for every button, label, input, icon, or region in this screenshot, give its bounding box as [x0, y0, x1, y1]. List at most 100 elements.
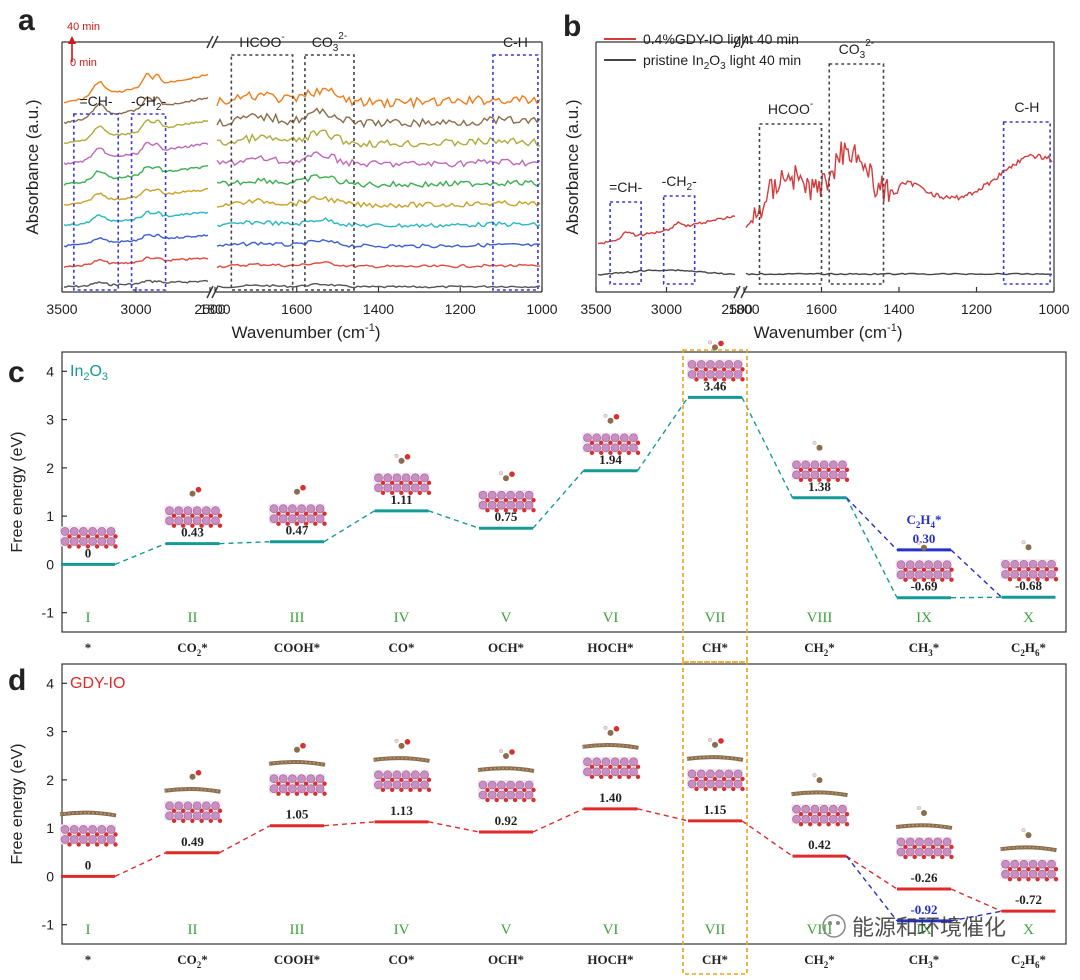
- panel-label-c: c: [8, 356, 25, 389]
- x-tick-label: 1000: [1038, 301, 1069, 317]
- atom-o: [77, 842, 81, 846]
- energy-value: 0.49: [181, 834, 204, 849]
- step-roman: V: [501, 610, 512, 626]
- atom-in: [734, 770, 742, 778]
- atom-o: [399, 788, 403, 792]
- atom-o: [427, 788, 431, 792]
- atom-o: [731, 377, 735, 381]
- atom-o: [617, 451, 621, 455]
- atom-in: [897, 838, 905, 846]
- atom-in: [802, 471, 810, 479]
- atom-in: [915, 571, 923, 579]
- atom-o: [381, 778, 385, 782]
- atom-o: [218, 513, 222, 517]
- atom-o: [513, 498, 517, 502]
- atom-o: [408, 788, 412, 792]
- atom-o: [276, 522, 280, 526]
- atom-o: [836, 468, 840, 472]
- atom-o: [922, 568, 926, 572]
- annotation-label-b: HCOO-: [768, 99, 813, 117]
- atom-in: [298, 505, 306, 513]
- atom-o: [817, 468, 821, 472]
- atom-in: [915, 838, 923, 846]
- atom-in: [279, 785, 287, 793]
- atom-in: [725, 360, 733, 368]
- atom-o-ads: [300, 743, 306, 749]
- atom-in: [630, 434, 638, 442]
- atom-o: [172, 523, 176, 527]
- atom-o: [190, 513, 194, 517]
- x-tick-label: 1000: [526, 301, 557, 317]
- atom-in: [107, 527, 115, 535]
- atom-in: [507, 501, 515, 509]
- atom-in: [79, 825, 87, 833]
- atom-in: [793, 815, 801, 823]
- atom-o: [513, 788, 517, 792]
- x-tick-label: 3500: [46, 301, 77, 317]
- energy-value: 0.92: [495, 813, 518, 828]
- atom-o: [731, 787, 735, 791]
- atom-in: [421, 474, 429, 482]
- atom-o-ads: [509, 471, 515, 477]
- atom-in: [507, 791, 515, 799]
- x-tick-label: 1200: [445, 301, 476, 317]
- atom-in: [98, 537, 106, 545]
- atom-o: [913, 568, 917, 572]
- atom-o: [1026, 567, 1030, 571]
- annotation-label-a: C-H: [503, 34, 528, 50]
- atom-in: [384, 474, 392, 482]
- atom-o: [731, 777, 735, 781]
- atom-o: [286, 782, 290, 786]
- atom-in: [402, 771, 410, 779]
- atom-o: [531, 498, 535, 502]
- atom-o: [399, 778, 403, 782]
- atom-in: [734, 370, 742, 378]
- atom-in: [70, 527, 78, 535]
- atom-in: [488, 501, 496, 509]
- atom-o: [608, 765, 612, 769]
- atom-o: [704, 777, 708, 781]
- atom-in: [202, 507, 210, 515]
- atom-o-ads: [405, 739, 411, 745]
- step-roman: X: [1023, 922, 1034, 938]
- atom-in: [1020, 560, 1028, 568]
- atom-o: [418, 481, 422, 485]
- atom-in: [270, 515, 278, 523]
- x-tick-label: 1800: [199, 301, 230, 317]
- atom-o: [608, 451, 612, 455]
- atom-o: [1045, 867, 1049, 871]
- atom-in: [307, 775, 315, 783]
- atom-o: [408, 491, 412, 495]
- atom-in: [688, 370, 696, 378]
- y-tick-label: -1: [42, 605, 55, 621]
- atom-o: [627, 775, 631, 779]
- atom-o: [522, 798, 526, 802]
- atom-o: [113, 842, 117, 846]
- atom-in: [1029, 560, 1037, 568]
- atom-c: [503, 753, 509, 759]
- atom-o: [199, 819, 203, 823]
- step-roman: I: [86, 610, 91, 626]
- atom-o-ads: [196, 487, 202, 493]
- atom-o: [817, 478, 821, 482]
- atom-in: [184, 517, 192, 525]
- atom-in: [630, 768, 638, 776]
- atom-c: [921, 545, 927, 551]
- atom-in: [375, 474, 383, 482]
- atom-in: [279, 515, 287, 523]
- atom-in: [811, 815, 819, 823]
- atom-in: [516, 791, 524, 799]
- atom-o: [390, 788, 394, 792]
- atom-o: [1054, 867, 1058, 871]
- atom-in: [497, 781, 505, 789]
- atom-o: [304, 792, 308, 796]
- atom-o: [181, 523, 185, 527]
- atom-in: [89, 537, 97, 545]
- atom-in: [925, 571, 933, 579]
- atom-o: [694, 367, 698, 371]
- atom-o: [636, 775, 640, 779]
- atom-in: [98, 835, 106, 843]
- atom-in: [839, 461, 847, 469]
- atom-o: [1017, 567, 1021, 571]
- y-tick-label: 0: [46, 868, 54, 884]
